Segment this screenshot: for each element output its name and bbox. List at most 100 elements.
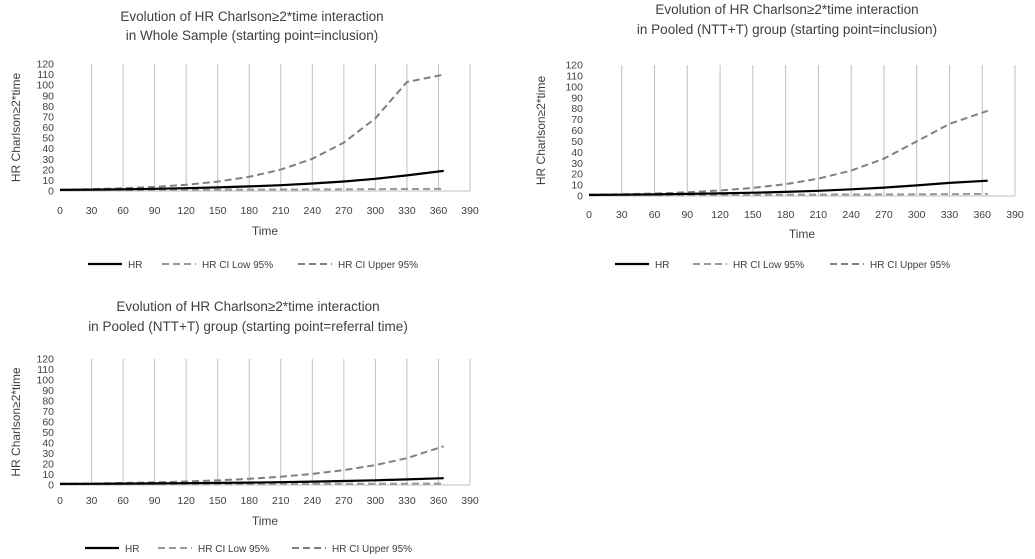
x-tick-label: 0 <box>57 495 63 507</box>
legend-label: HR <box>655 260 669 271</box>
y-tick-label: 40 <box>42 438 54 450</box>
y-tick-label: 40 <box>42 143 54 155</box>
legend-label: HR <box>128 260 142 271</box>
y-tick-label: 110 <box>37 69 54 81</box>
y-axis-title: HR Charlson≥2*time <box>534 76 548 186</box>
y-tick-label: 80 <box>571 103 583 115</box>
x-tick-label: 30 <box>616 209 628 221</box>
y-tick-label: 70 <box>42 406 54 418</box>
y-tick-label: 70 <box>42 111 54 123</box>
x-tick-label: 270 <box>335 205 353 217</box>
x-tick-label: 300 <box>367 205 385 217</box>
series-line-0 <box>59 169 444 191</box>
x-tick-label: 270 <box>875 209 893 221</box>
y-tick-label: 60 <box>42 417 54 429</box>
y-axis-title: HR Charlson≥2*time <box>9 73 23 183</box>
x-tick-label: 180 <box>240 205 258 217</box>
y-tick-label: 10 <box>42 469 54 481</box>
series-line-0 <box>588 179 988 196</box>
y-tick-label: 60 <box>571 125 583 137</box>
legend-label: HR CI Low 95% <box>198 544 269 555</box>
x-tick-label: 240 <box>304 205 322 217</box>
y-tick-label: 30 <box>42 154 54 166</box>
x-tick-label: 240 <box>842 209 860 221</box>
y-tick-label: 80 <box>42 101 54 113</box>
y-tick-label: 120 <box>36 354 54 366</box>
x-tick-label: 60 <box>117 205 129 217</box>
y-tick-label: 80 <box>42 396 54 408</box>
y-tick-label: 20 <box>42 459 54 471</box>
y-axis-title: HR Charlson≥2*time <box>9 367 23 477</box>
legend-label: HR <box>125 544 139 555</box>
y-tick-label: 10 <box>42 175 54 187</box>
x-tick-label: 240 <box>304 495 322 507</box>
x-tick-label: 60 <box>649 209 661 221</box>
chart-svg: Evolution of HR Charlson≥2*time interact… <box>9 299 479 555</box>
y-tick-label: 110 <box>566 70 583 82</box>
x-tick-label: 390 <box>461 495 479 507</box>
x-tick-label: 30 <box>86 205 98 217</box>
x-tick-label: 0 <box>586 209 592 221</box>
y-tick-label: 100 <box>565 81 583 93</box>
x-tick-label: 120 <box>177 495 195 507</box>
chart-panel-pooled-inclusion: Evolution of HR Charlson≥2*time interact… <box>525 0 1035 285</box>
y-tick-label: 30 <box>42 448 54 460</box>
x-axis-title: Time <box>789 227 816 241</box>
series-line-1 <box>60 482 444 486</box>
x-tick-label: 390 <box>1006 209 1024 221</box>
x-tick-label: 180 <box>240 495 258 507</box>
series-line-2 <box>59 445 445 485</box>
y-tick-label: 40 <box>571 147 583 159</box>
x-tick-label: 360 <box>973 209 991 221</box>
x-tick-label: 150 <box>209 495 227 507</box>
y-tick-label: 90 <box>571 92 583 104</box>
chart-subtitle: in Pooled (NTT+T) group (starting point=… <box>88 319 408 334</box>
y-tick-label: 90 <box>42 90 54 102</box>
chart-subtitle: in Whole Sample (starting point=inclusio… <box>126 28 379 43</box>
x-tick-label: 0 <box>57 205 63 217</box>
x-tick-label: 330 <box>398 205 416 217</box>
x-tick-label: 300 <box>908 209 926 221</box>
y-tick-label: 50 <box>571 136 583 148</box>
legend-label: HR CI Low 95% <box>202 260 273 271</box>
y-tick-label: 120 <box>36 59 54 71</box>
y-tick-label: 10 <box>571 180 583 192</box>
x-tick-label: 90 <box>149 205 161 217</box>
x-tick-label: 180 <box>777 209 795 221</box>
x-tick-label: 210 <box>810 209 828 221</box>
series-line-2 <box>588 109 989 196</box>
x-tick-label: 120 <box>177 205 195 217</box>
x-tick-label: 150 <box>744 209 762 221</box>
x-tick-label: 330 <box>941 209 959 221</box>
y-tick-label: 0 <box>48 186 54 198</box>
y-tick-label: 70 <box>571 114 583 126</box>
legend-label: HR CI Low 95% <box>733 260 804 271</box>
x-tick-label: 210 <box>272 205 290 217</box>
x-tick-label: 30 <box>86 495 98 507</box>
legend-label: HR CI Upper 95% <box>332 544 412 555</box>
x-tick-label: 90 <box>149 495 161 507</box>
y-tick-label: 0 <box>577 191 583 203</box>
y-tick-label: 50 <box>42 133 54 145</box>
x-tick-label: 390 <box>461 205 479 217</box>
x-axis-title: Time <box>252 514 279 528</box>
x-tick-label: 300 <box>367 495 385 507</box>
chart-subtitle: in Pooled (NTT+T) group (starting point=… <box>637 22 937 37</box>
chart-panel-whole-sample: Evolution of HR Charlson≥2*time interact… <box>0 0 520 285</box>
series-line-2 <box>59 73 444 191</box>
chart-svg: Evolution of HR Charlson≥2*time interact… <box>9 9 479 271</box>
x-tick-label: 120 <box>711 209 729 221</box>
y-tick-label: 20 <box>42 164 54 176</box>
y-tick-label: 110 <box>37 364 54 376</box>
x-tick-label: 360 <box>430 495 448 507</box>
y-tick-label: 100 <box>36 80 54 92</box>
y-tick-label: 100 <box>36 375 54 387</box>
y-tick-label: 30 <box>571 158 583 170</box>
x-tick-label: 330 <box>398 495 416 507</box>
x-tick-label: 360 <box>430 205 448 217</box>
y-tick-label: 0 <box>48 480 54 492</box>
x-tick-label: 270 <box>335 495 353 507</box>
chart-title: Evolution of HR Charlson≥2*time interact… <box>120 9 383 24</box>
x-tick-label: 210 <box>272 495 290 507</box>
chart-svg: Evolution of HR Charlson≥2*time interact… <box>534 2 1024 271</box>
